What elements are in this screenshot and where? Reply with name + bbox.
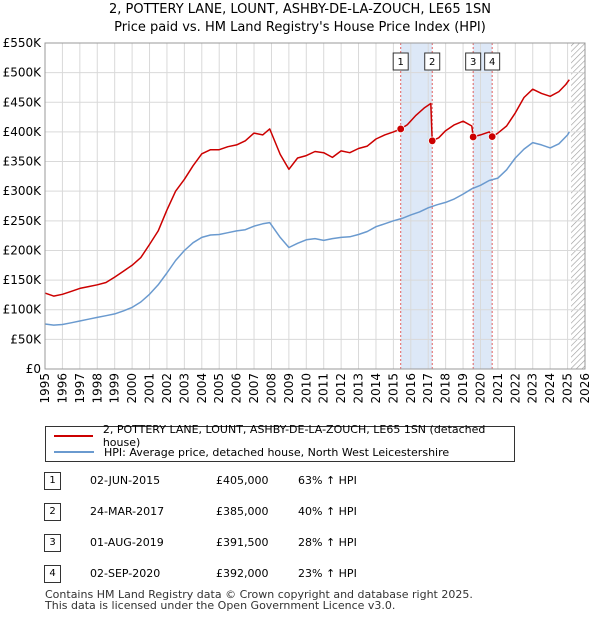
sale-date: 02-SEP-2020 (90, 567, 161, 580)
footer-copyright: Contains HM Land Registry data © Crown c… (45, 588, 473, 601)
x-tick-label: 2008 (264, 373, 278, 404)
table-row: 3 01-AUG-2019 £391,500 28% ↑ HPI (44, 534, 544, 554)
x-tick-label: 2001 (143, 373, 157, 404)
legend-item-property: 2, POTTERY LANE, LOUNT, ASHBY-DE-LA-ZOUC… (54, 423, 514, 449)
x-tick-label: 2010 (299, 373, 313, 404)
chart-title: 2, POTTERY LANE, LOUNT, ASHBY-DE-LA-ZOUC… (109, 2, 491, 17)
sale-hpi-change: 40% ↑ HPI (298, 505, 357, 518)
sale-date: 01-AUG-2019 (90, 536, 164, 549)
sale-label-box (392, 52, 409, 71)
x-tick-label: 1995 (38, 373, 52, 404)
forecast-hatch (571, 43, 585, 369)
table-row: 1 02-JUN-2015 £405,000 63% ↑ HPI (44, 472, 544, 492)
x-tick-label: 2023 (526, 373, 540, 404)
chart-subtitle: Price paid vs. HM Land Registry's House … (114, 20, 486, 35)
sale-period-shade (473, 43, 493, 369)
x-tick-label: 1997 (73, 373, 87, 404)
sale-number-badge: 1 (44, 472, 61, 490)
x-tick-label: 1996 (55, 373, 69, 404)
x-tick-label: 2017 (421, 373, 435, 404)
x-tick-label: 2011 (317, 373, 331, 404)
sale-hpi-change: 23% ↑ HPI (298, 567, 357, 580)
y-tick-label: £500K (3, 66, 43, 80)
legend-label-property: 2, POTTERY LANE, LOUNT, ASHBY-DE-LA-ZOUC… (102, 423, 486, 449)
footer-licence: This data is licensed under the Open Gov… (45, 599, 396, 612)
x-tick-label: 2000 (125, 373, 139, 404)
x-tick-label: 2020 (473, 373, 487, 404)
x-tick-label: 2022 (508, 373, 522, 404)
sale-point (428, 136, 437, 145)
sale-date: 02-JUN-2015 (90, 474, 161, 487)
sale-number-badge: 2 (44, 503, 61, 521)
x-tick-label: 2005 (212, 373, 226, 404)
sale-hpi-change: 63% ↑ HPI (298, 474, 357, 487)
x-tick-label: 2009 (282, 373, 296, 404)
sale-price: £391,500 (216, 536, 269, 549)
sale-label-box (465, 52, 482, 71)
hpi-line (44, 131, 570, 326)
sale-label-box (424, 52, 441, 71)
sale-number-badge: 4 (44, 565, 61, 583)
footer: Contains HM Land Registry data © Crown c… (45, 589, 473, 611)
x-tick-label: 2024 (543, 373, 557, 404)
sale-label-text: 1 (398, 57, 404, 68)
x-tick-label: 2021 (491, 373, 505, 404)
sale-hpi-change: 28% ↑ HPI (298, 536, 357, 549)
table-row: 2 24-MAR-2017 £385,000 40% ↑ HPI (44, 503, 544, 523)
y-tick-label: £400K (3, 125, 43, 139)
x-tick-label: 2006 (230, 373, 244, 404)
legend: 2, POTTERY LANE, LOUNT, ASHBY-DE-LA-ZOUC… (45, 423, 515, 462)
legend-label-hpi: HPI: Average price, detached house, Nort… (104, 445, 450, 459)
sale-label-text: 3 (470, 57, 476, 68)
x-tick-label: 2026 (578, 373, 592, 404)
plot-frame (44, 42, 586, 370)
y-tick-label: £250K (3, 214, 43, 228)
y-tick-label: £50K (10, 332, 42, 346)
sale-number-badge: 3 (44, 534, 61, 552)
price-chart: 1 2 3 4 £0 £50K £100K £150K £200K £250K £300K £350… (3, 36, 592, 404)
y-tick-label: £350K (3, 155, 43, 169)
legend-item-hpi: HPI: Average price, detached house, Nort… (54, 444, 449, 460)
y-tick-label: £550K (3, 36, 43, 50)
y-tick-label: £100K (3, 303, 43, 317)
x-tick-label: 2012 (334, 373, 348, 404)
sale-price: £392,000 (216, 567, 269, 580)
x-tick-label: 2019 (456, 373, 470, 404)
sale-date: 24-MAR-2017 (90, 505, 165, 518)
x-tick-label: 2025 (561, 373, 575, 404)
legend-swatch-hpi (54, 451, 94, 453)
table-row: 4 02-SEP-2020 £392,000 23% ↑ HPI (44, 565, 544, 585)
sale-label-box (484, 52, 501, 71)
legend-swatch-property (54, 435, 93, 437)
x-tick-label: 2015 (386, 373, 400, 404)
x-tick-label: 2003 (177, 373, 191, 404)
sale-price: £385,000 (216, 505, 269, 518)
x-tick-label: 1998 (90, 373, 104, 404)
x-tick-label: 2007 (247, 373, 261, 404)
x-tick-label: 2002 (160, 373, 174, 404)
property-price-line (44, 79, 570, 297)
plot-area (45, 43, 585, 369)
x-tick-label: 2016 (404, 373, 418, 404)
y-tick-label: £450K (3, 95, 43, 109)
sale-price: £405,000 (216, 474, 269, 487)
sale-period-shade (400, 43, 433, 369)
x-tick-label: 2018 (439, 373, 453, 404)
y-tick-label: £300K (3, 184, 43, 198)
y-tick-label: £0 (26, 362, 41, 376)
y-tick-label: £150K (3, 273, 43, 287)
sale-label-text: 2 (429, 57, 435, 68)
sale-label-text: 4 (489, 57, 495, 68)
x-tick-label: 2014 (369, 373, 383, 404)
x-tick-label: 2013 (352, 373, 366, 404)
sale-point (487, 132, 497, 141)
x-tick-label: 1999 (108, 373, 122, 404)
y-tick-label: £200K (3, 243, 43, 257)
x-tick-label: 2004 (195, 373, 209, 404)
sale-point (468, 132, 478, 142)
sale-point (396, 124, 405, 134)
